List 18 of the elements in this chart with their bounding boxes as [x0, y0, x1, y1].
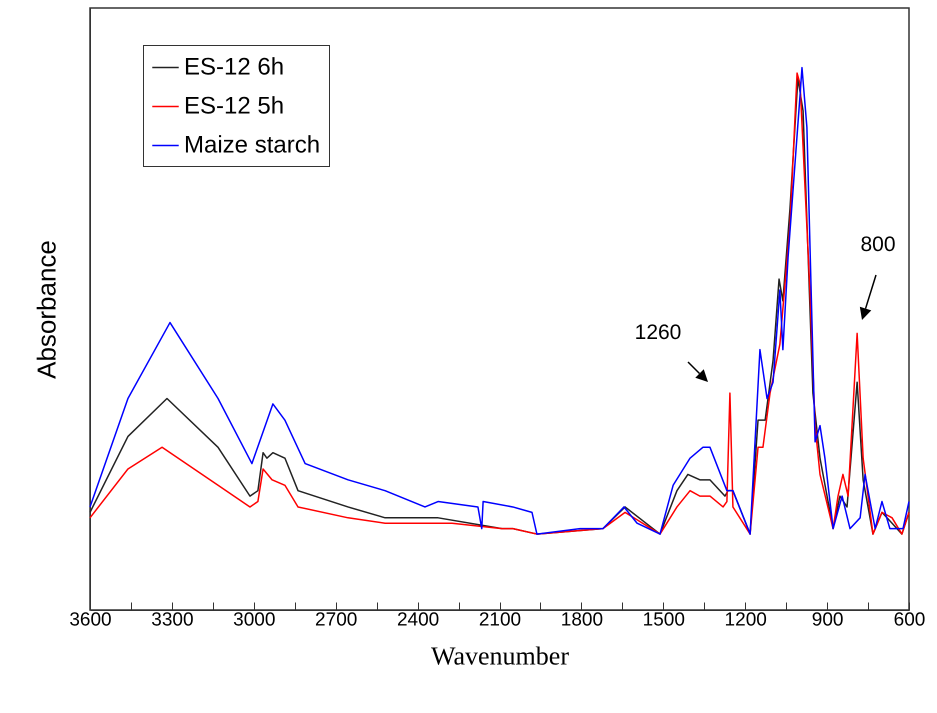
annotation: 800: [860, 233, 896, 256]
annotation: 1260: [634, 321, 682, 344]
legend-label: ES-12 6h: [184, 54, 284, 80]
x-tick-label: 1200: [724, 610, 767, 630]
x-tick-label: 1800: [560, 610, 604, 630]
y-axis-title: Absorbance: [32, 240, 62, 379]
x-axis-title: Wavenumber: [431, 642, 570, 670]
x-tick-label: 3000: [233, 610, 276, 630]
x-tick-label: 2100: [478, 610, 522, 630]
x-tick-label: 3300: [151, 610, 194, 630]
x-tick-label: 900: [812, 610, 844, 630]
x-tick-label: 2700: [315, 610, 358, 630]
x-tick-label: 600: [894, 610, 926, 630]
legend-label: Maize starch: [184, 132, 320, 158]
legend-label: ES-12 5h: [184, 92, 284, 120]
x-tick-label: 1500: [642, 610, 685, 630]
x-tick-label: 2400: [396, 610, 440, 630]
x-tick-label: 3600: [69, 610, 112, 630]
